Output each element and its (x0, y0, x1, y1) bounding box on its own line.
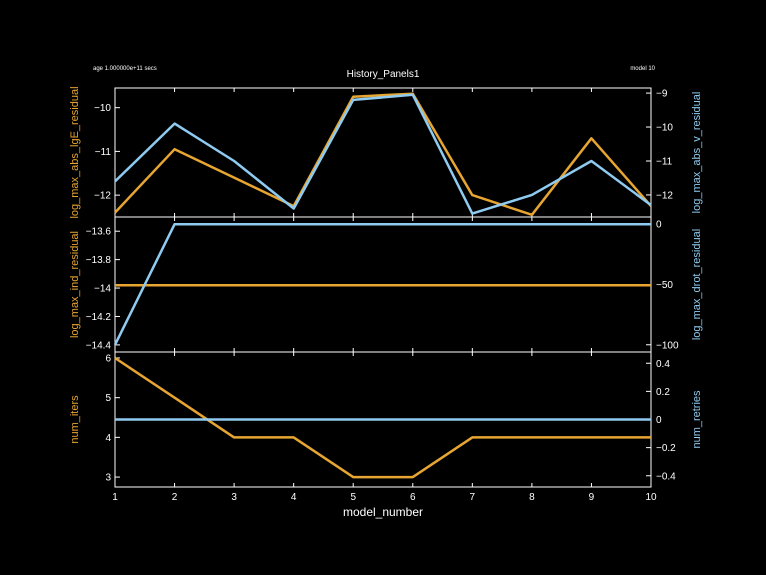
x-tick-label: 5 (350, 492, 356, 503)
x-tick-label: 9 (589, 492, 595, 503)
middle-left-tick-label: −14.2 (86, 312, 112, 323)
top-left-tick-label: −11 (95, 147, 112, 158)
middle-right-axis-label: log_max_drot_residual (691, 229, 703, 340)
top-left-axis-label: log_max_abs_lgE_residual (69, 86, 81, 218)
header-right-model: model 10 (630, 66, 655, 72)
x-tick-label: 7 (470, 492, 476, 503)
header-left-age: age 1.000000e+11 secs (93, 66, 157, 72)
panels-group: −12 −11 −10 −12 −11 −10 −9 log_max_abs_lgE_resi… (69, 86, 703, 519)
middle-left-tick-label: −13.6 (86, 227, 112, 238)
middle-left-tick-label: −14.4 (86, 340, 112, 351)
bottom-right-axis-label: num_retries (691, 390, 703, 449)
top-right-tick-label: −10 (656, 123, 673, 134)
bottom-right-tick-label: 0.2 (656, 387, 670, 398)
x-tick-label: 4 (291, 492, 297, 503)
x-tick-label: 8 (529, 492, 535, 503)
bottom-right-tick-label: −0.2 (656, 443, 676, 454)
top-right-tick-label: −9 (656, 89, 668, 100)
top-right-tick-label: −11 (656, 156, 673, 167)
bottom-right-tick-label: 0.4 (656, 359, 670, 370)
middle-left-tick-label: −14 (94, 284, 111, 295)
chart-title: History_Panels1 (347, 69, 420, 80)
middle-right-tick-label: 0 (656, 220, 662, 231)
top-right-axis-label: log_max_abs_v_residual (691, 92, 703, 214)
x-axis-label: model_number (343, 505, 423, 519)
x-tick-label: 2 (172, 492, 178, 503)
top-series-log_max_abs_v_residual (114, 93, 652, 215)
middle-right-tick-label: −100 (656, 340, 679, 351)
x-tick-label: 1 (112, 492, 118, 503)
x-tick-label: 3 (231, 492, 237, 503)
middle-right-tick-label: −50 (656, 280, 673, 291)
middle-series-log_max_drot_residual (113, 222, 651, 346)
x-tick-label: 6 (410, 492, 416, 503)
bottom-right-tick-label: 0 (656, 415, 662, 426)
bottom-series-num_iters (114, 356, 651, 479)
bottom-left-tick-label: 4 (105, 433, 111, 444)
bottom-left-tick-label: 5 (105, 393, 111, 404)
x-tick-label: 10 (645, 492, 657, 503)
bottom-left-tick-label: 3 (105, 473, 111, 484)
top-right-tick-label: −12 (656, 190, 673, 201)
bottom-left-axis-label: num_iters (69, 395, 81, 444)
middle-left-tick-label: −13.8 (86, 255, 112, 266)
middle-left-axis-label: log_max_ind_residual (69, 231, 81, 338)
top-left-tick-label: −12 (94, 191, 111, 202)
bottom-right-tick-label: −0.4 (656, 471, 676, 482)
bottom-left-tick-label: 6 (105, 353, 111, 364)
top-left-tick-label: −10 (94, 103, 111, 114)
